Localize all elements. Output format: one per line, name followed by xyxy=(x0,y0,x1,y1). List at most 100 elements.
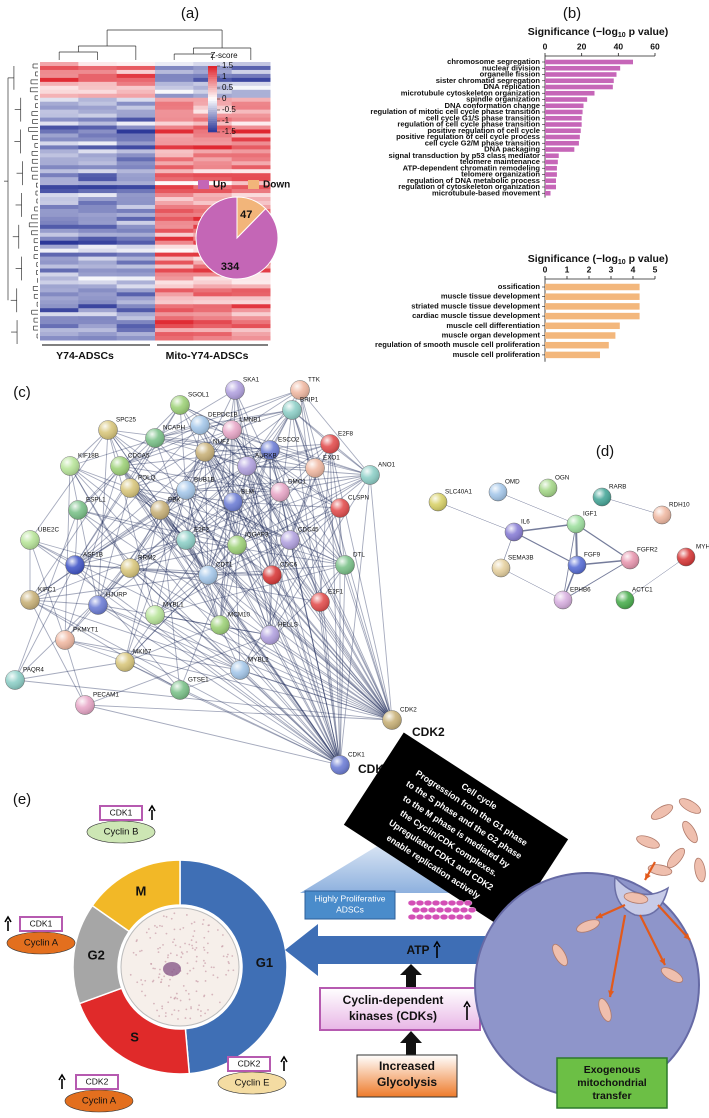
cell-dot xyxy=(182,926,185,929)
network-edge xyxy=(124,661,341,766)
cell-dot xyxy=(169,978,171,981)
heatmap-cell xyxy=(78,77,118,83)
cell-icon xyxy=(455,900,465,907)
y-tick-label: positive regulation of cell cycle proces… xyxy=(396,132,540,141)
network-node-shine xyxy=(88,595,108,615)
network-node-shine xyxy=(198,565,218,585)
network-edge xyxy=(29,599,393,721)
cell-dot xyxy=(190,1006,192,1008)
network-edge xyxy=(246,443,331,467)
colorbar-cell xyxy=(208,125,217,128)
network-node-shine xyxy=(20,530,40,550)
network-edge xyxy=(29,509,161,601)
heatmap-cell xyxy=(231,137,271,142)
cell-dot xyxy=(139,950,141,953)
y-tick-label: regulation of mitotic cell cycle phase t… xyxy=(370,107,540,116)
heatmap-cell xyxy=(116,204,156,210)
network-node-shine xyxy=(65,555,85,575)
heatmap-cell xyxy=(40,89,79,95)
network-edge xyxy=(289,443,331,541)
network-edge xyxy=(185,539,346,566)
network-node-shine xyxy=(110,456,130,476)
node-label: OGN xyxy=(555,475,570,482)
network-node-shine xyxy=(20,590,40,610)
cell-dot xyxy=(192,967,195,970)
heatmap-cell xyxy=(116,236,156,242)
colorbar-tick-label: -1.5 xyxy=(222,127,236,136)
heatmap-cell xyxy=(78,288,118,293)
node-label: NUF2 xyxy=(213,439,230,446)
cell-dot xyxy=(173,928,176,931)
chart-title: Significance (−log10 p value) xyxy=(528,253,669,266)
network-edge xyxy=(14,661,126,681)
network-edge xyxy=(159,509,221,626)
heatmap-cell xyxy=(40,228,79,234)
network-edge xyxy=(179,404,316,469)
cell-dot xyxy=(140,949,143,952)
network-edge xyxy=(97,501,234,606)
heatmap-cell xyxy=(78,109,118,115)
heatmap-cell xyxy=(78,157,118,162)
up-arrow xyxy=(463,1000,471,1020)
network-edge xyxy=(231,429,371,476)
colorbar-cell xyxy=(208,118,217,122)
heatmap-cell xyxy=(78,304,118,309)
network-node-shine xyxy=(120,558,140,578)
heatmap-cell xyxy=(231,169,271,174)
heatmap-cell xyxy=(116,153,156,158)
y-tick-label: muscle organ development xyxy=(442,331,541,340)
x-tick-label: 1 xyxy=(565,264,570,274)
network-edge xyxy=(207,409,293,576)
heatmap-cell xyxy=(155,236,194,242)
heatmap-cell xyxy=(40,268,79,273)
network-edge xyxy=(232,501,273,576)
heatmap-cell xyxy=(155,197,194,202)
network-edge xyxy=(185,489,291,541)
cell-icon xyxy=(463,900,473,907)
heatmap-cell xyxy=(155,177,194,182)
cell-dot xyxy=(221,945,223,948)
heatmap-cell xyxy=(155,189,194,194)
cell-dot xyxy=(196,980,199,983)
heatmap-cell xyxy=(116,165,156,170)
heatmap-cell xyxy=(40,284,79,289)
heatmap-cell xyxy=(40,145,79,150)
cell-icon xyxy=(439,900,449,907)
heatmap-cell xyxy=(40,121,79,127)
network-edge xyxy=(107,429,271,451)
legend-label: Down xyxy=(263,180,290,191)
node-label: CDT1 xyxy=(216,562,233,569)
node-label: CLSPN xyxy=(348,495,369,502)
heatmap-cell xyxy=(155,93,194,99)
cell-dot xyxy=(173,912,176,915)
cell-dot xyxy=(207,1008,209,1011)
cell-dot xyxy=(207,930,210,933)
network-edge xyxy=(513,523,577,533)
network-edge xyxy=(269,474,371,636)
network-edge xyxy=(231,429,281,493)
heatmap-cell xyxy=(40,169,79,174)
cell-icon xyxy=(415,914,425,921)
cell-dot xyxy=(185,989,187,992)
heatmap-cell xyxy=(40,208,79,214)
heatmap-cell xyxy=(116,121,156,127)
network-edge xyxy=(14,509,79,681)
heatmap-cell xyxy=(78,89,118,95)
heatmap-cell xyxy=(40,256,79,262)
network-edge xyxy=(154,437,271,451)
bar xyxy=(545,128,581,134)
colorbar-cell xyxy=(208,77,217,80)
heatmap-cell xyxy=(116,276,156,281)
cdk-box xyxy=(19,916,63,932)
node-label: RRM2 xyxy=(138,555,156,562)
heatmap-cell xyxy=(78,276,118,281)
cell-dot xyxy=(185,1008,188,1011)
heatmap-cell xyxy=(116,220,156,226)
node-label: EPHB6 xyxy=(570,587,591,594)
heatmap-cell xyxy=(116,137,156,142)
heatmap-cell xyxy=(193,161,233,166)
heatmap-cell xyxy=(116,125,156,131)
big-arrow xyxy=(285,924,485,976)
heatmap-cell xyxy=(193,193,233,198)
